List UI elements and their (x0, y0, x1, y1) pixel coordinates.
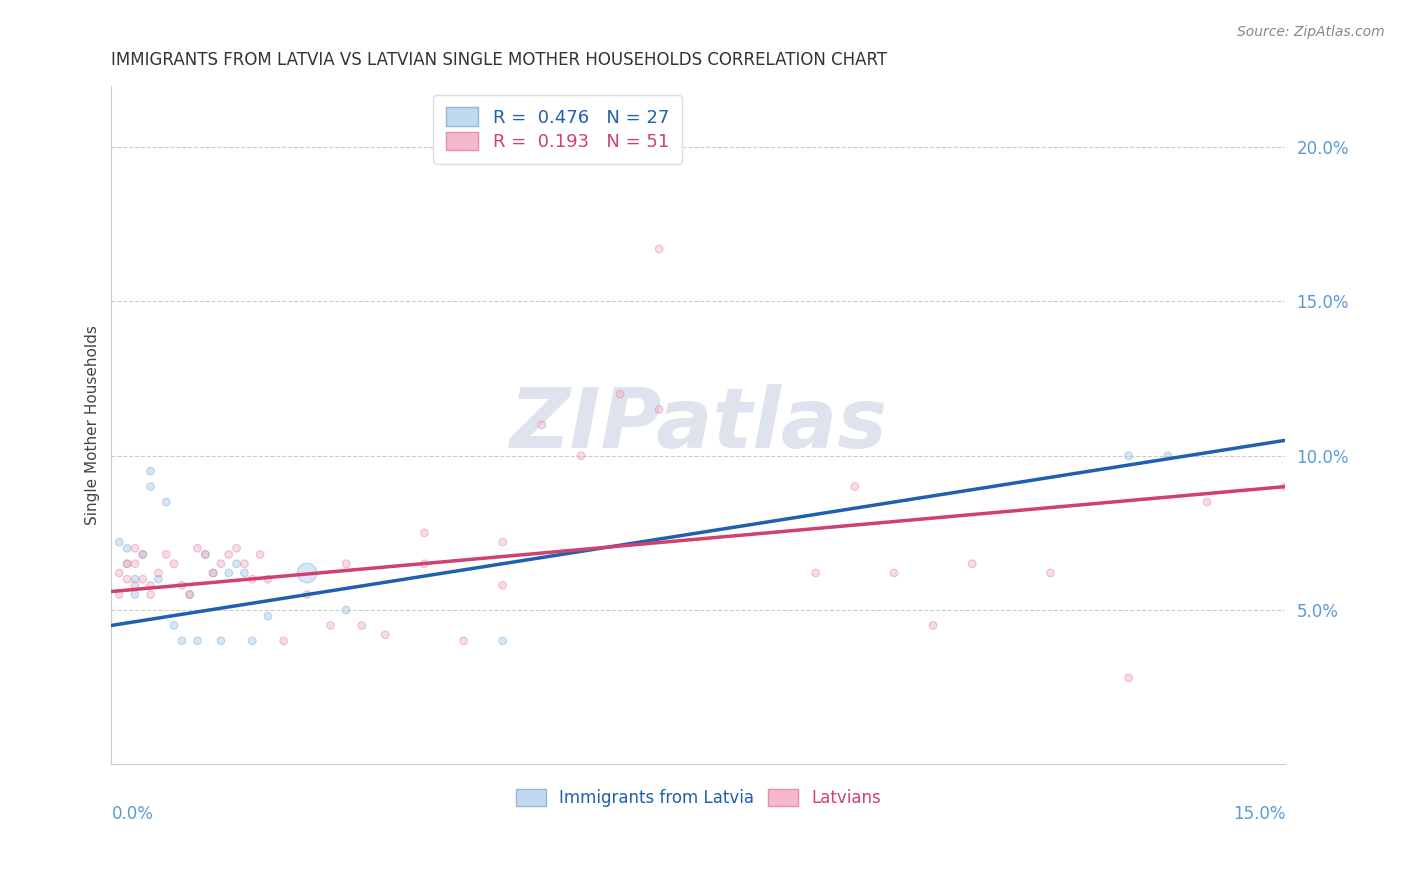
Point (273, 633, 295, 648)
Point (115, 541, 138, 556)
Point (139, 464, 162, 478)
Text: ZIPatlas: ZIPatlas (509, 384, 887, 466)
Point (1274, 480, 1296, 494)
Point (240, 633, 263, 648)
Point (1118, 449, 1140, 463)
Point (844, 480, 866, 494)
Point (124, 557, 146, 571)
Point (202, 566, 225, 580)
Point (186, 541, 208, 556)
Point (132, 572, 155, 586)
Point (163, 557, 186, 571)
Point (194, 548, 217, 562)
Point (218, 566, 240, 580)
Point (453, 633, 475, 648)
Point (295, 588, 318, 602)
Text: IMMIGRANTS FROM LATVIA VS LATVIAN SINGLE MOTHER HOUSEHOLDS CORRELATION CHART: IMMIGRANTS FROM LATVIA VS LATVIAN SINGLE… (111, 51, 887, 69)
Point (335, 603, 357, 617)
Point (155, 548, 177, 562)
Legend: Immigrants from Latvia, Latvians: Immigrants from Latvia, Latvians (506, 779, 890, 817)
Point (179, 588, 201, 602)
Point (413, 557, 436, 571)
Point (1118, 671, 1140, 685)
Point (139, 578, 162, 592)
Point (1157, 449, 1180, 463)
Point (374, 628, 396, 642)
Point (922, 618, 945, 632)
Text: Source: ZipAtlas.com: Source: ZipAtlas.com (1237, 25, 1385, 39)
Point (257, 609, 280, 624)
Point (413, 525, 436, 540)
Point (124, 578, 146, 592)
Point (108, 588, 131, 602)
Point (186, 633, 208, 648)
Point (139, 480, 162, 494)
Point (155, 495, 177, 509)
Point (319, 618, 342, 632)
Point (194, 548, 217, 562)
Point (132, 548, 155, 562)
Point (115, 557, 138, 571)
Point (240, 572, 263, 586)
Point (209, 633, 232, 648)
Text: 15.0%: 15.0% (1233, 805, 1285, 823)
Point (492, 578, 515, 592)
Point (492, 535, 515, 549)
Point (148, 566, 170, 580)
Point (209, 557, 232, 571)
Point (170, 578, 193, 592)
Point (225, 541, 247, 556)
Point (163, 618, 186, 632)
Y-axis label: Single Mother Households: Single Mother Households (86, 325, 100, 524)
Point (148, 572, 170, 586)
Point (257, 572, 280, 586)
Point (350, 618, 373, 632)
Point (569, 449, 592, 463)
Point (108, 535, 131, 549)
Point (233, 557, 256, 571)
Point (179, 588, 201, 602)
Point (218, 548, 240, 562)
Point (648, 242, 671, 256)
Point (115, 557, 138, 571)
Point (249, 548, 271, 562)
Point (492, 633, 515, 648)
Point (609, 387, 631, 401)
Point (124, 572, 146, 586)
Point (124, 541, 146, 556)
Point (139, 588, 162, 602)
Point (108, 566, 131, 580)
Point (1195, 495, 1218, 509)
Point (170, 633, 193, 648)
Point (132, 548, 155, 562)
Point (648, 402, 671, 417)
Text: 0.0%: 0.0% (111, 805, 153, 823)
Point (233, 566, 256, 580)
Point (295, 566, 318, 580)
Point (804, 566, 827, 580)
Point (530, 417, 553, 432)
Point (115, 572, 138, 586)
Point (225, 557, 247, 571)
Point (960, 557, 983, 571)
Point (883, 566, 905, 580)
Point (335, 557, 357, 571)
Point (202, 566, 225, 580)
Point (1039, 566, 1062, 580)
Point (124, 588, 146, 602)
